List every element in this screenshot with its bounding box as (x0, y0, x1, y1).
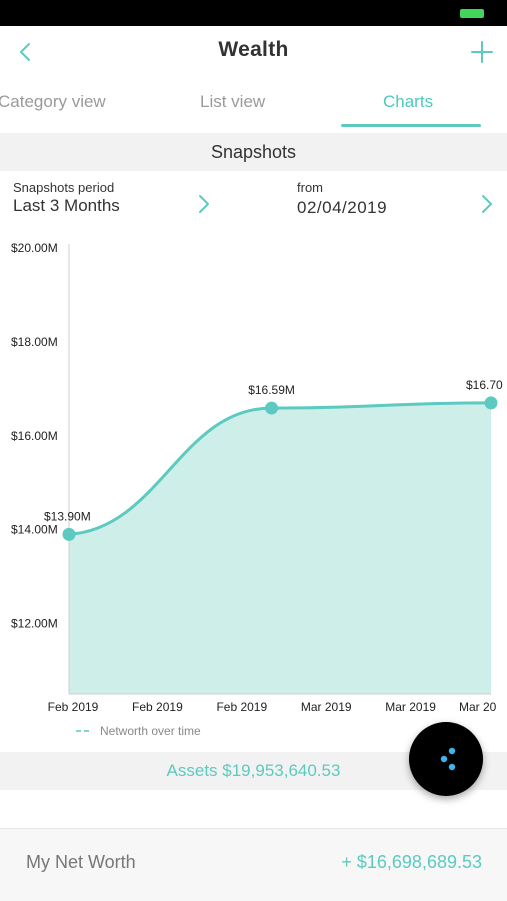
chart-canvas: $20.00M $18.00M $16.00M $14.00M $12.00M Feb 2… (11, 241, 503, 738)
x-tick-label: Mar 2019 (385, 700, 436, 714)
chevron-right-icon (482, 195, 492, 213)
tab-charts[interactable]: Charts (383, 92, 434, 111)
chevron-right-icon (199, 195, 209, 213)
networth-area (69, 402, 491, 694)
plus-icon (471, 41, 493, 63)
data-label: $16.59M (248, 383, 295, 397)
chevron-left-icon (20, 43, 30, 61)
x-tick-label: Feb 2019 (216, 700, 267, 714)
assets-total: Assets $19,953,640.53 (166, 761, 341, 780)
networth-chart: $20.00M $18.00M $16.00M $14.00M $12.00M Feb 2… (0, 232, 507, 747)
net-worth-value: + $16,698,689.53 (341, 852, 482, 872)
networth-line (68, 401, 492, 536)
section-title: Snapshots (0, 133, 507, 171)
y-tick-label: $12.00M (11, 617, 58, 631)
page-title: Wealth (218, 38, 289, 61)
tab-list-view[interactable]: List view (200, 92, 266, 111)
x-tick-label: Feb 2019 (132, 700, 183, 714)
dots-menu-icon (440, 747, 456, 771)
tab-category-view[interactable]: Category view (0, 92, 106, 111)
x-tick-label: Mar 20 (459, 700, 497, 714)
data-point (484, 396, 498, 410)
y-tick-label: $18.00M (11, 335, 58, 349)
net-worth-row[interactable]: My Net Worth + $16,698,689.53 (0, 828, 507, 901)
net-worth-label: My Net Worth (26, 852, 136, 872)
y-tick-label: $14.00M (11, 523, 58, 537)
legend-label: Networth over time (100, 724, 201, 738)
snapshots-period-label: Snapshots period (13, 180, 115, 195)
floating-action-button[interactable] (409, 722, 483, 796)
data-point (265, 401, 279, 415)
snapshots-period-value: Last 3 Months (13, 196, 120, 215)
x-tick-label: Mar 2019 (301, 700, 352, 714)
view-tabs: Category view List view Charts (0, 80, 507, 130)
data-label: $13.90M (44, 509, 91, 523)
status-bar (0, 0, 507, 26)
add-button[interactable] (467, 37, 497, 67)
battery-icon (460, 9, 484, 18)
x-tick-label: Feb 2019 (48, 700, 99, 714)
from-date-value: 02/04/2019 (297, 198, 388, 217)
data-label: $16.70 (466, 378, 503, 392)
y-tick-label: $16.00M (11, 429, 58, 443)
back-button[interactable] (12, 38, 40, 66)
data-point (62, 527, 76, 541)
active-tab-indicator (341, 124, 481, 127)
nav-bar: Wealth (0, 26, 507, 78)
from-label: from (297, 180, 323, 195)
y-tick-label: $20.00M (11, 241, 58, 255)
